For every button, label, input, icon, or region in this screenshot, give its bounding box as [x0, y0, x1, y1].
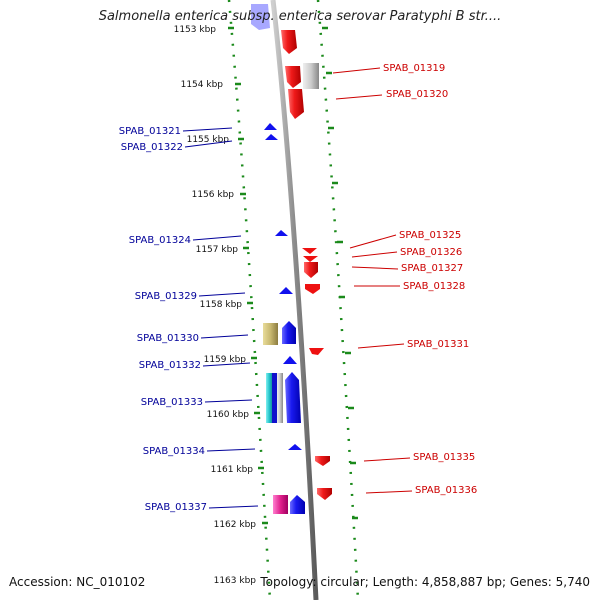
label-spab-01330[interactable]: SPAB_01330 [137, 333, 199, 344]
tick-label-1162: 1162 kbp [214, 520, 257, 530]
gene-spab-01333-cyan[interactable] [266, 373, 273, 423]
label-spab-01326[interactable]: SPAB_01326 [400, 247, 462, 258]
gene-blue-01337[interactable] [290, 495, 305, 514]
label-spab-01332[interactable]: SPAB_01332 [139, 360, 201, 371]
tick-label-1159: 1159 kbp [204, 355, 247, 365]
map-title: Salmonella enterica subsp. enterica sero… [98, 9, 502, 24]
label-spab-01321[interactable]: SPAB_01321 [119, 126, 181, 137]
genome-backbone [270, 0, 319, 600]
gene-spab-01320[interactable] [288, 89, 304, 119]
label-spab-01327[interactable]: SPAB_01327 [401, 263, 463, 274]
tick-label-1154: 1154 kbp [181, 80, 224, 90]
gene-spab-01322[interactable] [265, 134, 278, 140]
right-tick-arc [316, 0, 360, 600]
gene-spab-01329[interactable] [279, 287, 293, 294]
label-spab-01333[interactable]: SPAB_01333 [141, 397, 203, 408]
gene-spab-01330[interactable] [263, 323, 278, 345]
accession-text: Accession: NC_010102 [9, 575, 146, 589]
gene-spab-01325[interactable] [302, 248, 317, 254]
label-spab-01331[interactable]: SPAB_01331 [407, 339, 469, 350]
ruler-labels: 1153 kbp 1154 kbp 1155 kbp 1156 kbp 1157… [174, 25, 257, 586]
gene-top-partial[interactable] [251, 4, 270, 30]
label-spab-01337[interactable]: SPAB_01337 [145, 502, 207, 513]
genome-info-text: Topology: circular; Length: 4,858,887 bp… [260, 575, 590, 589]
label-spab-01335[interactable]: SPAB_01335 [413, 452, 475, 463]
gene-spab-01333-gray[interactable] [277, 373, 283, 423]
gene-red-top[interactable] [281, 30, 297, 54]
gene-spab-01324[interactable] [275, 230, 288, 236]
gene-spab-01327[interactable] [304, 262, 318, 278]
ruler-ticks-right [322, 26, 358, 520]
forward-label-leaders [332, 67, 413, 494]
gene-spab-01334[interactable] [288, 444, 302, 450]
tick-label-1157: 1157 kbp [196, 245, 239, 255]
tick-label-1158: 1158 kbp [200, 300, 243, 310]
gene-spab-01331[interactable] [309, 348, 324, 355]
left-tick-arc [227, 0, 272, 600]
tick-label-1161: 1161 kbp [211, 465, 254, 475]
gene-spab-01335[interactable] [315, 456, 330, 466]
ruler-ticks-left [228, 26, 268, 525]
gene-spab-01332[interactable] [283, 356, 297, 364]
reverse-label-leaders [182, 127, 259, 509]
tick-label-1155: 1155 kbp [187, 135, 230, 145]
label-spab-01334[interactable]: SPAB_01334 [143, 446, 205, 457]
gene-spab-01333-blue[interactable] [272, 373, 277, 423]
tick-label-1160: 1160 kbp [207, 410, 250, 420]
label-spab-01329[interactable]: SPAB_01329 [135, 291, 197, 302]
label-spab-01328[interactable]: SPAB_01328 [403, 281, 465, 292]
gene-spab-01328[interactable] [305, 284, 320, 294]
gene-spab-01326[interactable] [303, 256, 318, 262]
gene-blue-large[interactable] [285, 372, 301, 423]
label-spab-01324[interactable]: SPAB_01324 [129, 235, 191, 246]
tick-label-1163: 1163 kbp [214, 576, 257, 586]
gene-spab-01337-magenta[interactable] [273, 495, 288, 514]
label-spab-01322[interactable]: SPAB_01322 [121, 142, 183, 153]
tick-label-1156: 1156 kbp [192, 190, 235, 200]
gene-spab-01321[interactable] [264, 123, 277, 130]
gene-blue-01330[interactable] [282, 321, 296, 344]
forward-labels: SPAB_01319 SPAB_01320 SPAB_01325 SPAB_01… [383, 63, 477, 496]
tick-label-1153: 1153 kbp [174, 25, 217, 35]
label-spab-01320[interactable]: SPAB_01320 [386, 89, 448, 100]
label-spab-01319[interactable]: SPAB_01319 [383, 63, 445, 74]
gene-gray-01319[interactable] [303, 63, 319, 89]
gene-spab-01336[interactable] [317, 488, 332, 500]
reverse-labels: SPAB_01321 SPAB_01322 SPAB_01324 SPAB_01… [119, 126, 207, 513]
gene-spab-01319[interactable] [285, 66, 301, 88]
label-spab-01336[interactable]: SPAB_01336 [415, 485, 477, 496]
label-spab-01325[interactable]: SPAB_01325 [399, 230, 461, 241]
